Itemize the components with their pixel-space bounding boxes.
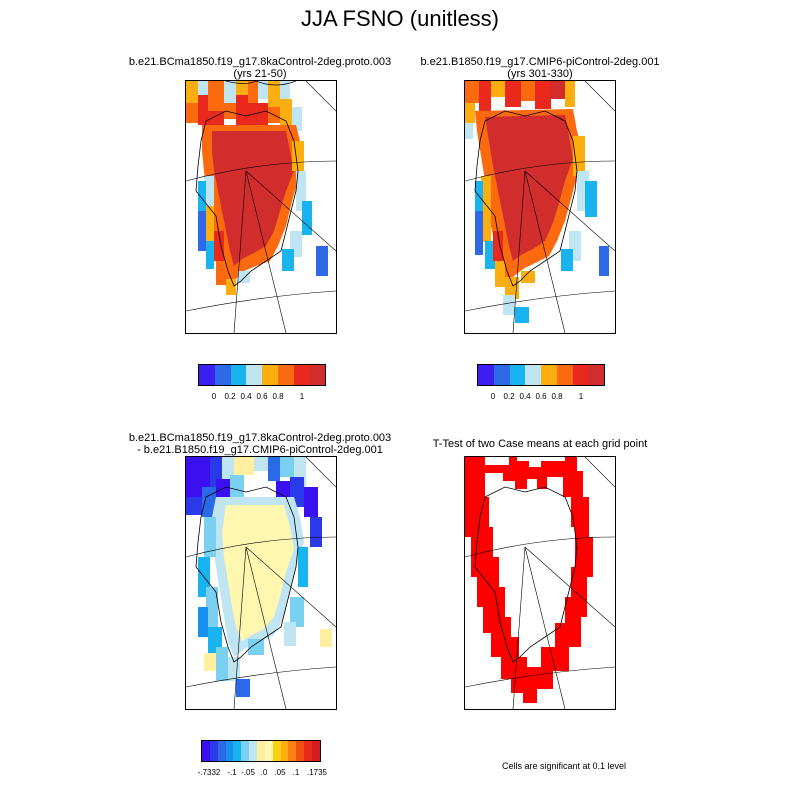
colorbar-swatch — [541, 365, 557, 385]
panel-title-line: - b.e21.B1850.f19_g17.CMIP6-piControl-2d… — [137, 444, 383, 456]
map-case1-svg — [186, 81, 336, 333]
panel-title-line: (yrs 301-330) — [507, 68, 573, 80]
panel-title-line: T-Test of two Case means at each grid po… — [432, 438, 648, 450]
map-ttest-svg — [465, 457, 615, 709]
colorbar-label: 0.8 — [551, 392, 563, 401]
colorbar-swatch — [309, 365, 325, 385]
panel-title-case1: b.e21.BCma1850.f19_g17.8kaControl-2deg.p… — [110, 56, 410, 80]
colorbar-swatch — [277, 365, 294, 385]
colorbar-label: 0.4 — [519, 392, 531, 401]
colorbar-label: 0.4 — [240, 392, 252, 401]
map-case2-svg — [465, 81, 615, 333]
colorbar-swatch — [217, 741, 226, 761]
colorbar-label: -.05 — [241, 768, 255, 777]
colorbar-swatch — [304, 741, 313, 761]
colorbar-labels-case2: 0 0.2 0.4 0.6 0.8 1 — [477, 392, 605, 404]
colorbar-label: 0.2 — [224, 392, 236, 401]
panel-title-line: b.e21.BCma1850.f19_g17.8kaControl-2deg.p… — [128, 432, 392, 444]
colorbar-swatch — [249, 741, 258, 761]
panel-title-line: b.e21.B1850.f19_g17.CMIP6-piControl-2deg… — [420, 56, 660, 68]
colorbar-swatch — [202, 741, 210, 761]
colorbar-swatch — [588, 365, 604, 385]
colorbar-swatch — [262, 365, 278, 385]
colorbar-swatch — [199, 365, 215, 385]
colorbar-swatch — [288, 741, 297, 761]
colorbar-label: .0 — [260, 768, 268, 777]
colorbar-labels-case1: 0 0.2 0.4 0.6 0.8 1 — [198, 392, 326, 404]
map-diff — [185, 456, 337, 710]
colorbar-swatch — [241, 741, 250, 761]
colorbar-swatch — [556, 365, 573, 385]
main-title: JJA FSNO (unitless) — [300, 6, 500, 31]
colorbar-swatch — [230, 365, 247, 385]
colorbar-swatch — [525, 365, 541, 385]
colorbar-swatch — [293, 365, 310, 385]
map-case2 — [464, 80, 616, 334]
colorbar-label: 0 — [211, 392, 217, 401]
colorbar-swatch — [509, 365, 526, 385]
colorbar-swatch — [225, 741, 234, 761]
colorbar-label: -.7332 — [197, 768, 221, 777]
map-ttest — [464, 456, 616, 710]
colorbar-case1 — [198, 364, 326, 386]
colorbar-label: 1 — [578, 392, 584, 401]
panel-title-line: (yrs 21-50) — [233, 68, 287, 80]
colorbar-swatch — [572, 365, 589, 385]
colorbar-label: 0.6 — [256, 392, 268, 401]
panel-title-ttest: T-Test of two Case means at each grid po… — [390, 438, 690, 450]
panel-title-case2: b.e21.B1850.f19_g17.CMIP6-piControl-2deg… — [390, 56, 690, 80]
colorbar-label: .05 — [274, 768, 286, 777]
colorbar-label: 0.8 — [272, 392, 284, 401]
colorbar-diff — [201, 740, 321, 762]
colorbar-label: -.1 — [227, 768, 237, 777]
colorbar-label: 0.2 — [503, 392, 515, 401]
colorbar-swatch — [246, 365, 262, 385]
colorbar-label: .1 — [292, 768, 300, 777]
colorbar-swatch — [264, 741, 273, 761]
map-case1 — [185, 80, 337, 334]
colorbar-swatch — [272, 741, 281, 761]
colorbar-label: 0 — [490, 392, 496, 401]
significance-note: Cells are significant at 0.1 level — [501, 761, 627, 771]
colorbar-swatch — [312, 741, 320, 761]
colorbar-swatch — [478, 365, 494, 385]
colorbar-swatch — [280, 741, 289, 761]
colorbar-swatch — [233, 741, 242, 761]
panel-title-diff: b.e21.BCma1850.f19_g17.8kaControl-2deg.p… — [110, 432, 410, 456]
colorbar-swatch — [209, 741, 218, 761]
colorbar-case2 — [477, 364, 605, 386]
map-diff-svg — [186, 457, 336, 709]
colorbar-swatch — [296, 741, 305, 761]
colorbar-swatch — [493, 365, 510, 385]
colorbar-label: .1735 — [306, 768, 328, 777]
panel-title-line: b.e21.BCma1850.f19_g17.8kaControl-2deg.p… — [128, 56, 392, 68]
colorbar-label: 1 — [299, 392, 305, 401]
colorbar-swatch — [257, 741, 265, 761]
colorbar-labels-diff: -.7332 -.1 -.05 .0 .05 .1 .1735 — [197, 768, 327, 780]
colorbar-label: 0.6 — [535, 392, 547, 401]
colorbar-swatch — [214, 365, 231, 385]
